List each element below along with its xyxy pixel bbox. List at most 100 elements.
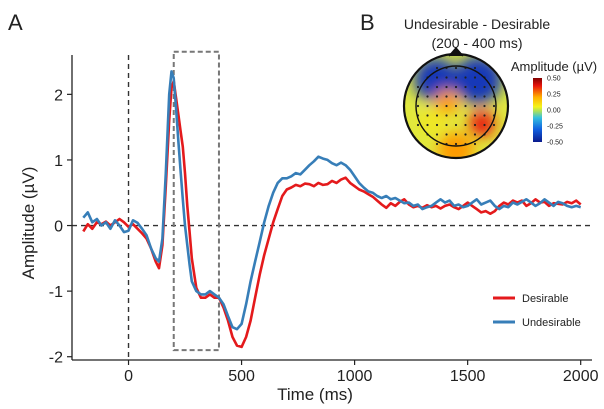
electrode-dot [492, 104, 496, 108]
colorbar-tick-label: 0.25 [547, 92, 561, 99]
y-tick-label: -1 [49, 284, 63, 301]
y-axis-label: Amplitude (µV) [19, 167, 38, 280]
electrode-dot [464, 85, 467, 89]
electrode-dot [473, 76, 477, 79]
y-axis-ticks: -2 -1 0 1 2 [49, 87, 72, 367]
electrode-dot [426, 85, 429, 89]
y-tick-label: 1 [54, 153, 63, 170]
nose-marker [448, 46, 464, 57]
electrode-dot [435, 66, 439, 70]
electrode-dot [416, 123, 420, 127]
electrode-dot [445, 133, 448, 136]
colorbar-tick-label: 0.50 [547, 76, 561, 83]
topo-map [404, 54, 508, 158]
electrode-dot [454, 76, 458, 79]
topo-region-right-parietal [469, 111, 495, 137]
x-axis-label: Time (ms) [277, 385, 353, 404]
electrode-dot [483, 85, 486, 89]
electrode-dot [464, 123, 467, 127]
colorbar-tick-label: -0.50 [547, 140, 563, 147]
electrode-dot [454, 114, 458, 117]
x-tick-label: 500 [228, 368, 255, 385]
x-tick-label: 0 [124, 368, 133, 385]
electrode-dot [426, 104, 429, 108]
electrode-dot [454, 142, 458, 146]
electrode-dot [483, 123, 486, 127]
electrode-dot [445, 123, 448, 127]
electrode-dot [435, 114, 439, 117]
electrode-dot [473, 85, 477, 89]
panel-a-label: A [8, 10, 23, 35]
legend-label-desirable: Desirable [522, 293, 568, 305]
scalp-topography: Undesirable - Desirable (200 - 400 ms) [402, 16, 597, 160]
electrode-dot [464, 95, 467, 98]
electrode-dot [435, 85, 439, 89]
electrode-dot [473, 133, 477, 136]
electrode-dot [454, 123, 458, 127]
inner-ring [415, 65, 497, 147]
electrode-dot [435, 104, 439, 108]
electrode-dot [473, 123, 477, 127]
electrode-dot [483, 95, 486, 98]
electrode-dot [445, 85, 448, 89]
topo-title: Undesirable - Desirable [404, 16, 551, 32]
topo-region-left-central [435, 90, 459, 114]
electrode-dot [473, 95, 477, 98]
series-lines [82, 70, 582, 349]
electrode-dot [473, 66, 477, 70]
analysis-window-box [172, 50, 220, 352]
electrode-dot [464, 104, 467, 108]
electrode-dot [445, 76, 448, 79]
electrode-dot [492, 123, 496, 127]
electrode-dot [435, 76, 439, 79]
colorbar [533, 78, 542, 142]
electrode-dot [464, 76, 467, 79]
electrode-dot [435, 95, 439, 98]
electrode-dot [492, 85, 496, 89]
colorbar-ticks: 0.50 0.25 0.00 -0.25 -0.50 [547, 76, 563, 147]
electrode-dot [435, 123, 439, 127]
electrode-dot [426, 123, 429, 127]
electrode-dot [473, 104, 477, 108]
axes: 0 500 1000 1500 2000 -2 -1 0 1 2 [49, 55, 599, 385]
electrode-dot [426, 114, 429, 117]
y-tick-label: 2 [54, 87, 63, 104]
colorbar-title: Amplitude (µV) [511, 59, 597, 74]
electrode-dot [416, 104, 420, 108]
colorbar-tick-label: -0.25 [547, 124, 563, 131]
electrode-dot [483, 104, 486, 108]
x-tick-label: 1500 [450, 368, 486, 385]
electrode-dot [473, 142, 477, 146]
electrode-dot [454, 66, 458, 70]
panel-b-label: B [360, 10, 375, 35]
colorbar-tick-label: 0.00 [547, 108, 561, 115]
topo-region-left-parietal [418, 108, 446, 136]
electrode-dot [454, 85, 458, 89]
electrode-dot [426, 95, 429, 98]
electrode-dot [483, 114, 486, 117]
electrode-dot [435, 133, 439, 136]
electrode-dot [454, 95, 458, 98]
legend-label-undesirable: Undesirable [522, 317, 581, 329]
y-tick-label: -2 [49, 350, 63, 367]
legend: Desirable Undesirable [493, 293, 581, 329]
y-tick-label: 0 [54, 219, 63, 236]
electrode-dot [464, 114, 467, 117]
electrode-dot [435, 142, 439, 146]
electrode-dots [416, 66, 496, 146]
erp-waveform-plot: 0 500 1000 1500 2000 -2 -1 0 1 2 Time (ms) Ampli… [19, 50, 599, 404]
topo-region-occipital [438, 132, 474, 158]
x-tick-label: 2000 [563, 368, 599, 385]
electrode-dot [416, 85, 420, 89]
electrode-dot [454, 104, 458, 108]
electrode-dot [454, 133, 458, 136]
series-line-undesirable [82, 70, 582, 331]
reference-lines [72, 55, 592, 360]
electrode-dot [445, 104, 448, 108]
electrode-dot [464, 133, 467, 136]
electrode-dot [445, 114, 448, 117]
topo-subtitle: (200 - 400 ms) [431, 35, 522, 51]
x-tick-label: 1000 [337, 368, 373, 385]
electrode-dot [445, 95, 448, 98]
